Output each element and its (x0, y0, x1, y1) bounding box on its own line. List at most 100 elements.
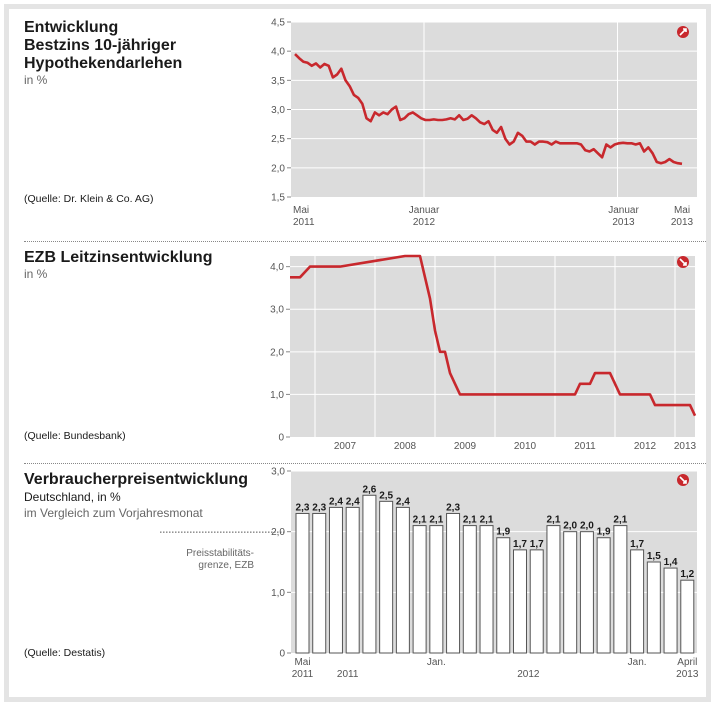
chart2-ytick-label: 4,0 (270, 262, 284, 273)
chart3-xtick-label: Jan. (628, 657, 647, 668)
chart3-bar-label: 2,5 (379, 490, 393, 501)
chart3-bar-label: 1,4 (664, 557, 678, 568)
chart1-ytick-label: 2,5 (271, 134, 285, 145)
chart1-xtick-year: 2013 (612, 217, 635, 228)
chart3-bar (412, 525, 427, 654)
arrow-down-right-icon-arrow (679, 476, 687, 484)
chart3-bar (680, 579, 695, 654)
chart3-bar (328, 506, 343, 654)
chart3-bar-label: 2,4 (329, 496, 343, 507)
p3-source: (Quelle: Destatis) (24, 647, 106, 659)
chart2-xtick-label: 2008 (394, 441, 417, 452)
chart1-xtick-year: 2012 (413, 217, 436, 228)
p1-title-line1: Entwicklung (24, 19, 119, 36)
chart1-ytick-label: 4,0 (271, 47, 285, 58)
chart3-bar-label: 2,1 (546, 515, 560, 526)
chart3-xtick-label: April (677, 657, 697, 668)
chart3-ytick-label: 0 (279, 649, 285, 660)
chart2-ytick-label: 2,0 (270, 347, 284, 358)
chart3-bar (512, 549, 527, 654)
chart3-bar-label: 1,2 (680, 569, 694, 580)
chart3-bar (345, 506, 360, 654)
chart1-xtick-label: Januar (409, 205, 440, 216)
p3-subtitle: Deutschland, in % (24, 490, 121, 504)
chart3-bar-label: 1,7 (630, 539, 644, 550)
arrow-down-right-icon-arrow (679, 258, 687, 266)
chart1-ytick-label: 3,0 (271, 105, 285, 116)
chart2-xtick-label: 2011 (574, 441, 596, 452)
chart3-bar-label: 2,1 (613, 515, 627, 526)
chart3-bar-label: 2,4 (396, 496, 410, 507)
chart1-series-line (294, 53, 683, 166)
chart3-bar (646, 561, 661, 654)
chart2-plot-area (290, 256, 695, 437)
chart3-bar (496, 537, 511, 654)
p2-unit: in % (24, 267, 48, 281)
chart3-bar (663, 567, 678, 654)
chart3-bar-label: 2,1 (413, 515, 427, 526)
chart3-bar (295, 512, 310, 654)
chart1-xtick-label: Mai (293, 205, 309, 216)
threshold-annotation-line2: grenze, EZB (198, 560, 254, 571)
chart3-year-label: 2011 (292, 669, 314, 680)
chart3-bar (630, 549, 645, 654)
chart3-bar-label: 2,4 (346, 496, 360, 507)
chart3-bar (462, 525, 477, 654)
chart1-xtick-label: Januar (608, 205, 639, 216)
chart3-ytick-label: 1,0 (271, 588, 285, 599)
chart2-ytick-label: 0 (278, 433, 284, 444)
chart3-bar-label: 2,3 (296, 502, 310, 513)
chart2-ytick-label: 1,0 (270, 390, 284, 401)
chart3-bar-label: 1,9 (597, 527, 611, 538)
p1-title-line2: Bestzins 10-jähriger (24, 37, 177, 54)
chart3-xtick-label: Jan. (427, 657, 446, 668)
chart3-bar (429, 525, 444, 654)
p2-title: EZB Leitzinsentwicklung (24, 249, 213, 266)
chart3-bar (395, 506, 410, 654)
separator-2 (24, 463, 706, 464)
chart3-bar (529, 549, 544, 654)
chart3-bar (446, 512, 461, 654)
chart1-ytick-label: 4,5 (271, 18, 285, 29)
chart3-bar-label: 1,9 (496, 527, 510, 538)
p1-title: Entwicklung Bestzins 10-jähriger Hypothe… (24, 19, 182, 73)
separator-1 (24, 241, 706, 242)
chart2-xtick-label: 2012 (634, 441, 657, 452)
chart3-bar (362, 494, 377, 654)
chart3-bar-label: 2,0 (580, 521, 594, 532)
chart3-bar (596, 537, 611, 654)
chart3-bar-label: 2,3 (446, 502, 460, 513)
chart2-ytick-label: 3,0 (270, 305, 284, 316)
chart3-bar (379, 500, 394, 654)
chart2-xtick-label: 2009 (454, 441, 477, 452)
chart3-bar-label: 2,1 (429, 515, 443, 526)
chart3-year-label: 2012 (517, 669, 540, 680)
chart3-year-label: 2013 (676, 669, 699, 680)
chart3-bar-label: 2,0 (563, 521, 577, 532)
chart3-bar-label: 2,6 (362, 484, 376, 495)
chart1-xtick-year: 2013 (671, 217, 694, 228)
chart1-ytick-label: 1,5 (271, 193, 285, 204)
chart2-xtick-label: 2010 (514, 441, 537, 452)
p1-source: (Quelle: Dr. Klein & Co. AG) (24, 193, 154, 205)
chart3-bar (613, 525, 628, 654)
chart2-series-line (290, 254, 697, 417)
chart1-ytick-label: 3,5 (271, 76, 285, 87)
chart3-ytick-label: 3,0 (271, 467, 285, 478)
chart3-bar (312, 512, 327, 654)
chart3-bar (546, 525, 561, 654)
chart3-bar-label: 2,3 (312, 502, 326, 513)
chart1-xtick-year: 2011 (293, 217, 315, 228)
chart3-bar (563, 531, 578, 654)
chart3-bar-label: 1,7 (530, 539, 544, 550)
chart2-xtick-label: 2013 (674, 441, 697, 452)
chart1-ytick-label: 2,0 (271, 163, 285, 174)
chart3-year-label: 2011 (337, 669, 359, 680)
p1-unit: in % (24, 73, 48, 87)
chart3-bar (479, 525, 494, 654)
chart3-bar-label: 1,5 (647, 551, 661, 562)
p2-source: (Quelle: Bundesbank) (24, 430, 126, 442)
chart3-xtick-label: Mai (294, 657, 310, 668)
p3-subtitle2: im Vergleich zum Vorjahresmonat (24, 506, 203, 520)
